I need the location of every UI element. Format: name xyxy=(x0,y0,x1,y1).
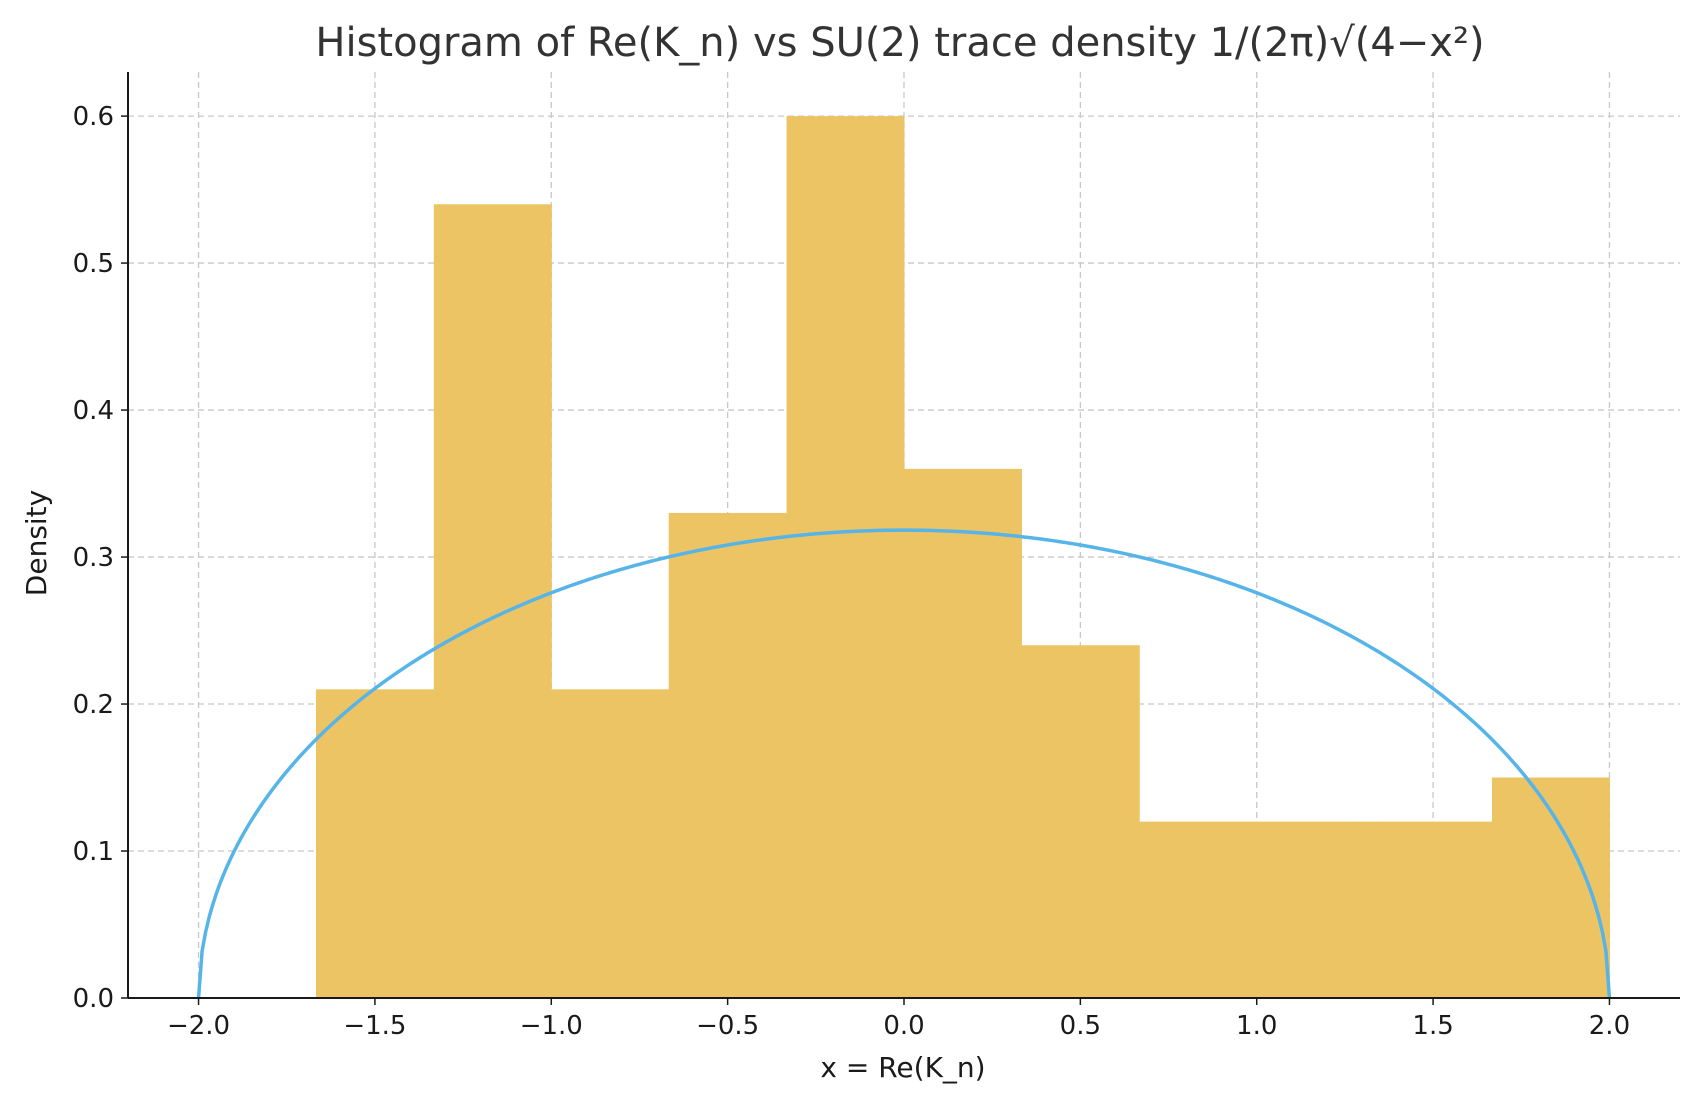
tick-labels: −2.0 −1.5 −1.0 −0.5 0.0 0.5 1.0 1.5 2.0 0.0 0.1 0.2… xyxy=(73,102,1630,1041)
histogram-bar xyxy=(668,512,788,998)
x-tick-label: 2.0 xyxy=(1589,1011,1630,1041)
y-tick-label: 0.6 xyxy=(73,102,114,132)
density-curve-layer xyxy=(196,528,1612,999)
y-tick-label: 0.0 xyxy=(73,984,114,1014)
y-tick-label: 0.3 xyxy=(73,543,114,573)
histogram-bars xyxy=(316,116,1610,999)
x-tick-label: 0.5 xyxy=(1060,1011,1101,1041)
histogram-bar xyxy=(1139,821,1258,998)
histogram-bar xyxy=(1256,821,1375,998)
x-tick-label: 1.0 xyxy=(1236,1011,1277,1041)
histogram-bar xyxy=(1374,821,1493,998)
y-axis-label: Density xyxy=(20,490,53,596)
histogram-bar xyxy=(786,116,905,999)
y-tick-label: 0.4 xyxy=(73,396,114,426)
density-curve xyxy=(196,528,1612,999)
histogram-bar xyxy=(1021,645,1140,998)
x-tick-label: −2.0 xyxy=(167,1011,230,1041)
x-axis-label: x = Re(K_n) xyxy=(820,1051,985,1084)
x-tick-label: 0.0 xyxy=(883,1011,924,1041)
y-tick-label: 0.5 xyxy=(73,249,114,279)
x-tick-label: −0.5 xyxy=(696,1011,759,1041)
histogram-bar xyxy=(904,468,1022,998)
x-tick-label: −1.0 xyxy=(520,1011,583,1041)
y-tick-label: 0.2 xyxy=(73,690,114,720)
chart-title: Histogram of Re(K_n) vs SU(2) trace dens… xyxy=(315,20,1484,66)
histogram-bar xyxy=(551,689,670,998)
x-tick-label: −1.5 xyxy=(343,1011,406,1041)
histogram-bar xyxy=(316,689,435,998)
x-tick-label: 1.5 xyxy=(1412,1011,1453,1041)
axes xyxy=(121,72,1680,1005)
y-tick-label: 0.1 xyxy=(73,837,114,867)
